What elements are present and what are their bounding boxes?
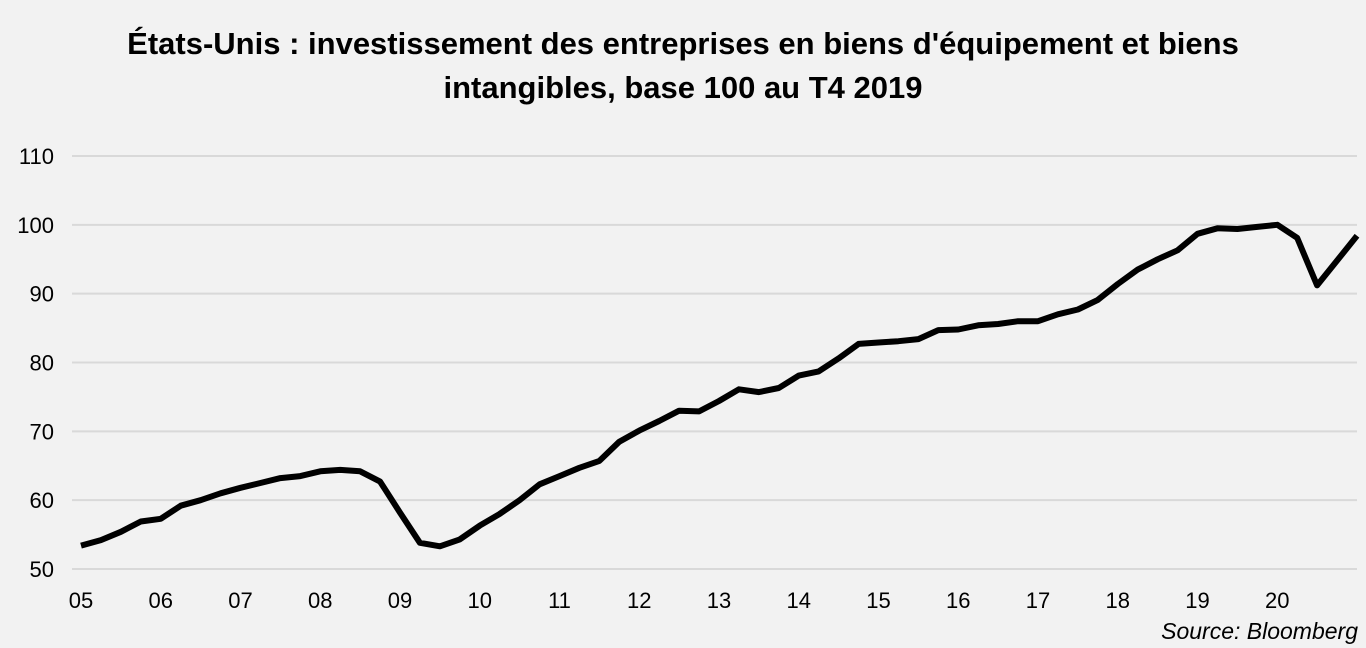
x-tick-label: 17 <box>1026 588 1050 613</box>
y-tick-label: 50 <box>30 557 54 582</box>
y-tick-label: 110 <box>19 144 54 169</box>
y-tick-label: 70 <box>30 419 54 444</box>
x-tick-label: 06 <box>149 588 173 613</box>
y-tick-label: 80 <box>30 351 54 376</box>
gridlines <box>72 155 1357 570</box>
series-layer <box>80 221 1360 550</box>
x-tick-label: 20 <box>1265 588 1289 613</box>
x-tick-label: 07 <box>228 588 252 613</box>
x-tick-label: 13 <box>707 588 731 613</box>
x-tick-label: 16 <box>946 588 970 613</box>
y-tick-label: 100 <box>17 213 54 238</box>
x-tick-label: 05 <box>69 588 93 613</box>
y-tick-label: 90 <box>30 282 54 307</box>
chart-title: États-Unis : investissement des entrepri… <box>127 26 1239 105</box>
x-tick-label: 11 <box>548 588 571 613</box>
x-tick-label: 12 <box>627 588 651 613</box>
x-axis-ticks: 05 06 07 08 09 10 11 12 13 14 15 16 17 18 19 20 <box>69 588 1290 613</box>
x-tick-label: 09 <box>388 588 412 613</box>
x-tick-label: 18 <box>1106 588 1130 613</box>
y-axis-ticks: 50 60 70 80 90 100 110 <box>17 144 54 582</box>
y-tick-label: 60 <box>30 488 54 513</box>
x-tick-label: 08 <box>308 588 332 613</box>
x-tick-label: 10 <box>468 588 492 613</box>
x-tick-label: 14 <box>787 588 811 613</box>
x-tick-label: 19 <box>1185 588 1209 613</box>
source-note: Source: Bloomberg <box>1161 618 1358 644</box>
series-line <box>80 221 1360 550</box>
x-tick-label: 15 <box>866 588 890 613</box>
